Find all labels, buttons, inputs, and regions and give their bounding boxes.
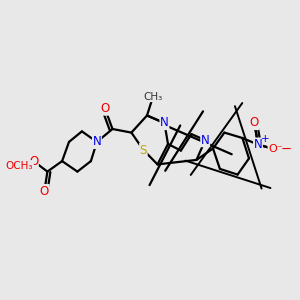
Text: N: N (201, 134, 210, 147)
Text: −: − (281, 143, 292, 156)
Text: +: + (261, 134, 270, 144)
Text: O: O (250, 116, 259, 130)
Text: O: O (100, 102, 109, 115)
Text: O: O (40, 184, 49, 198)
Text: O⁻: O⁻ (268, 144, 283, 154)
Text: S: S (140, 143, 147, 157)
Text: N: N (254, 138, 262, 151)
Text: N: N (160, 116, 169, 130)
Text: OCH₃: OCH₃ (6, 160, 33, 171)
Text: O: O (29, 154, 38, 168)
Text: N: N (92, 135, 101, 148)
Text: CH₃: CH₃ (143, 92, 163, 102)
